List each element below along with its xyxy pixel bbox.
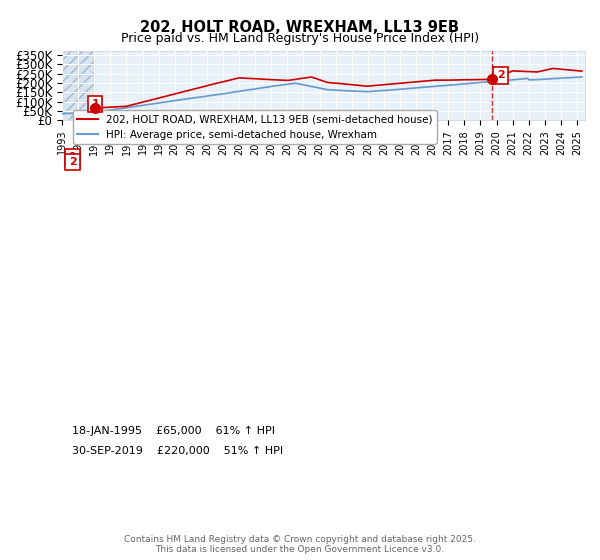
Bar: [62, 52, 94, 120]
Text: Price paid vs. HM Land Registry's House Price Index (HPI): Price paid vs. HM Land Registry's House …: [121, 32, 479, 45]
Text: 2: 2: [68, 157, 76, 167]
Text: Contains HM Land Registry data © Crown copyright and database right 2025.
This d: Contains HM Land Registry data © Crown c…: [124, 535, 476, 554]
Text: 30-SEP-2019    £220,000    51% ↑ HPI: 30-SEP-2019 £220,000 51% ↑ HPI: [72, 446, 283, 456]
Text: 18-JAN-1995    £65,000    61% ↑ HPI: 18-JAN-1995 £65,000 61% ↑ HPI: [72, 426, 275, 436]
Text: 202, HOLT ROAD, WREXHAM, LL13 9EB: 202, HOLT ROAD, WREXHAM, LL13 9EB: [140, 20, 460, 35]
Legend: 202, HOLT ROAD, WREXHAM, LL13 9EB (semi-detached house), HPI: Average price, sem: 202, HOLT ROAD, WREXHAM, LL13 9EB (semi-…: [73, 110, 437, 144]
Text: 2: 2: [497, 70, 505, 80]
Text: 1: 1: [91, 99, 99, 109]
Bar: [62, 52, 94, 120]
Text: 1: 1: [68, 152, 76, 162]
